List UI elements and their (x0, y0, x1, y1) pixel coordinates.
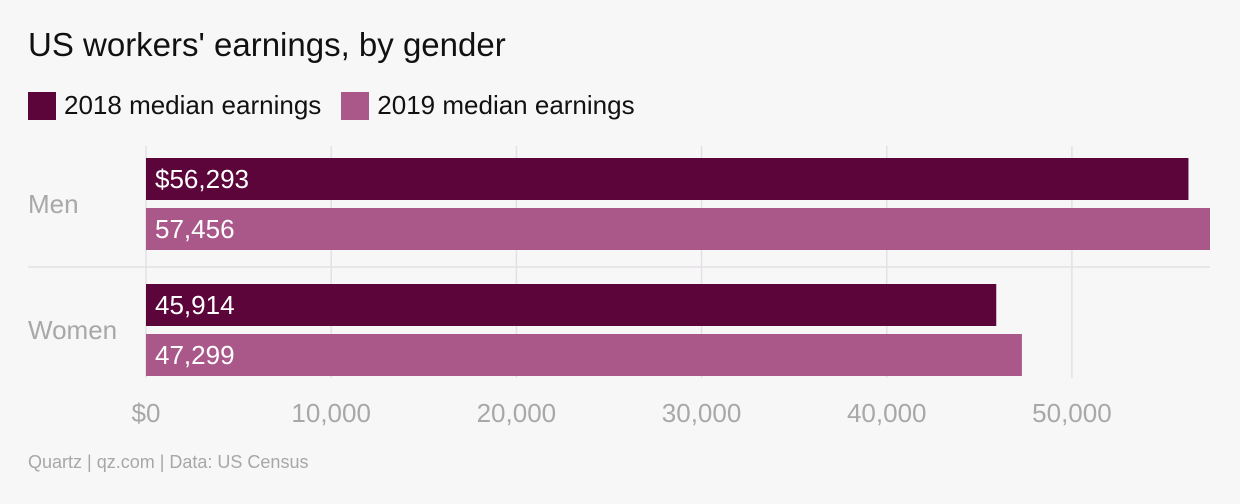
x-tick-label-0: $0 (132, 398, 161, 428)
x-tick-label-2: 20,000 (477, 398, 557, 428)
legend-swatch-2019 (341, 91, 370, 120)
legend-item-2018: 2018 median earnings (28, 90, 321, 121)
x-tick-label-3: 30,000 (662, 398, 742, 428)
x-tick-label-1: 10,000 (291, 398, 371, 428)
bar-label-women-2018: 45,914 (155, 290, 235, 320)
chart-legend: 2018 median earnings 2019 median earning… (28, 90, 655, 121)
bar-women-2018 (146, 284, 997, 326)
legend-swatch-2018 (28, 91, 56, 120)
chart-title: US workers' earnings, by gender (28, 26, 506, 63)
category-label-women: Women (28, 315, 117, 345)
legend-label-2019: 2019 median earnings (377, 90, 635, 120)
bar-women-2019 (146, 334, 1022, 376)
bar-label-women-2019: 47,299 (155, 340, 235, 370)
x-tick-label-4: 40,000 (847, 398, 927, 428)
bar-men-2018 (146, 158, 1189, 200)
source-footer: Quartz | qz.com | Data: US Census (28, 452, 309, 472)
category-label-men: Men (28, 189, 79, 219)
bar-men-2019 (146, 208, 1210, 250)
legend-label-2018: 2018 median earnings (64, 90, 322, 120)
legend-item-2019: 2019 median earnings (341, 90, 635, 121)
bar-label-men-2019: 57,456 (155, 214, 235, 244)
x-tick-label-5: 50,000 (1032, 398, 1112, 428)
bar-label-men-2018: $56,293 (155, 164, 249, 194)
